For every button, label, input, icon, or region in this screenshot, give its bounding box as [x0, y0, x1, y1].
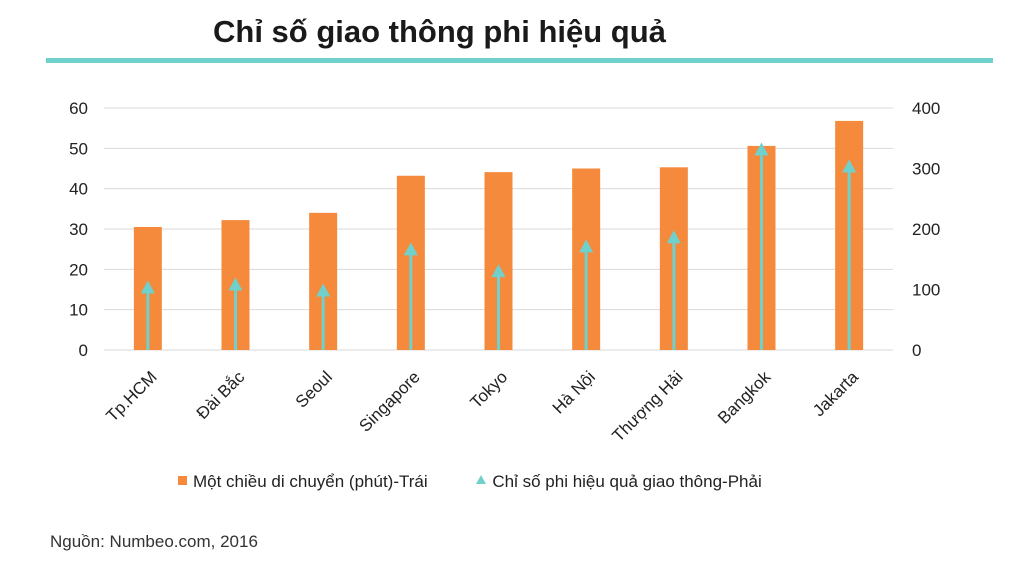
bars: [133, 120, 864, 350]
category-label: Đài Bắc: [193, 367, 249, 423]
right-axis-ticks: 0 100 200 300 400: [912, 99, 940, 360]
left-tick-label: 20: [69, 260, 88, 279]
left-tick-label: 40: [69, 180, 88, 199]
right-tick-label: 0: [912, 341, 921, 360]
category-label: Seoul: [292, 367, 336, 411]
category-label: Thượng Hải: [609, 367, 687, 445]
left-tick-label: 60: [69, 99, 88, 118]
category-label: Tokyo: [466, 367, 511, 412]
left-axis-ticks: 0 10 20 30 40 50 60: [69, 99, 88, 360]
indicator-markers: [140, 142, 857, 350]
legend-triangle-swatch: [476, 475, 487, 484]
right-tick-label: 400: [912, 99, 940, 118]
legend-marker-label: Chỉ số phi hiệu quả giao thông-Phải: [492, 472, 762, 491]
left-tick-label: 10: [69, 301, 88, 320]
indicator-marker: [316, 283, 331, 297]
legend-item-bars: Một chiều di chuyển (phút)-Trái: [178, 472, 428, 492]
left-tick-label: 50: [69, 139, 88, 158]
indicator-marker: [754, 142, 769, 156]
indicator-marker: [403, 242, 418, 256]
chart-title: Chỉ số giao thông phi hiệu quả: [213, 14, 666, 49]
indicator-marker: [666, 230, 681, 244]
category-label: Jakarta: [809, 367, 862, 420]
indicator-marker: [491, 264, 506, 278]
source-note: Nguồn: Numbeo.com, 2016: [50, 532, 258, 551]
category-labels: Tp.HCM Đài Bắc Seoul Singapore Tokyo Hà Nội Th…: [102, 367, 862, 446]
indicator-marker: [228, 277, 243, 291]
category-label: Hà Nội: [549, 367, 599, 417]
right-tick-label: 100: [912, 281, 940, 300]
category-label: Tp.HCM: [102, 367, 160, 425]
left-tick-label: 30: [69, 220, 88, 239]
left-tick-label: 0: [79, 341, 88, 360]
indicator-marker: [140, 280, 155, 294]
indicator-marker: [579, 239, 594, 253]
chart-plot: 0 10 20 30 40 50 60 0 100 200 300 400 Tp.HCM Đài Bắ…: [69, 99, 940, 446]
right-tick-label: 200: [912, 220, 940, 239]
indicator-marker: [842, 159, 857, 173]
title-underline: [46, 58, 993, 63]
legend-item-markers: Chỉ số phi hiệu quả giao thông-Phải: [476, 472, 762, 492]
legend-bar-label: Một chiều di chuyển (phút)-Trái: [193, 472, 428, 491]
category-label: Bangkok: [714, 367, 775, 428]
right-tick-label: 300: [912, 160, 940, 179]
category-label: Singapore: [355, 367, 423, 435]
legend: Một chiều di chuyển (phút)-Trái Chỉ số p…: [178, 472, 806, 492]
legend-bar-swatch: [178, 476, 187, 485]
